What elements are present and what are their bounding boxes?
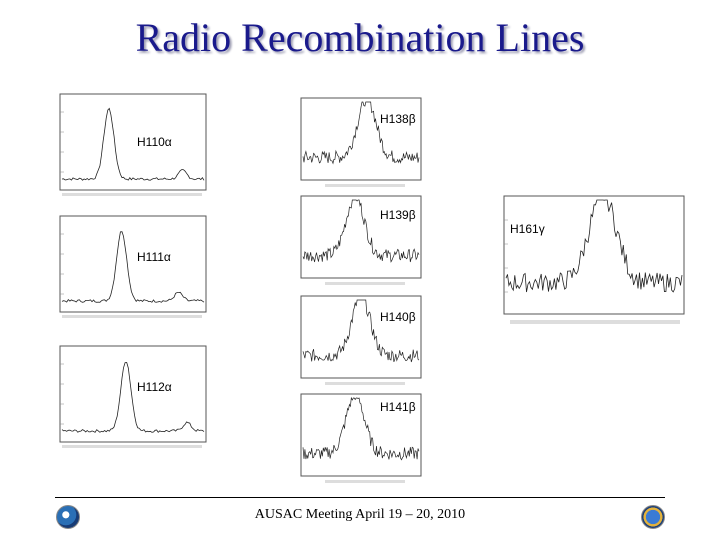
spectrum-panel-h112a (38, 344, 210, 456)
spectrum-plot (503, 195, 685, 324)
spectrum-panel-h140b (285, 294, 425, 390)
spectrum-panel-h161g (470, 192, 690, 338)
spectrum-plot (59, 93, 207, 196)
spectrum-panel-h141b (285, 392, 425, 488)
spectrum-plot (59, 345, 207, 448)
spectrum-panel-h110a (38, 92, 210, 204)
line-label-h161g: H161γ (510, 222, 545, 236)
spectrum-panel-h138b (285, 96, 425, 192)
spectrum-plot (300, 195, 422, 285)
noaa-logo-icon (56, 505, 80, 529)
line-label-h110a: H110α (137, 135, 172, 149)
spectrum-panel-h111a (38, 214, 210, 326)
line-label-h141b: H141β (380, 400, 416, 414)
spectrum-plot (59, 215, 207, 318)
footer-text: AUSAC Meeting April 19 – 20, 2010 (254, 507, 466, 522)
footer-divider (55, 497, 665, 498)
line-label-h140b: H140β (380, 310, 416, 324)
line-label-h111a: H111α (137, 250, 171, 264)
line-label-h139b: H139β (380, 208, 416, 222)
spectrum-panel-h139b (285, 194, 425, 290)
spectrum-plot (300, 393, 422, 483)
spectrum-plot (300, 97, 422, 187)
spectrum-plot (300, 295, 422, 385)
line-label-h112a: H112α (137, 380, 172, 394)
slide-title: Radio Recombination Lines (135, 15, 585, 60)
nsf-logo-icon (641, 505, 665, 529)
line-label-h138b: H138β (380, 112, 416, 126)
